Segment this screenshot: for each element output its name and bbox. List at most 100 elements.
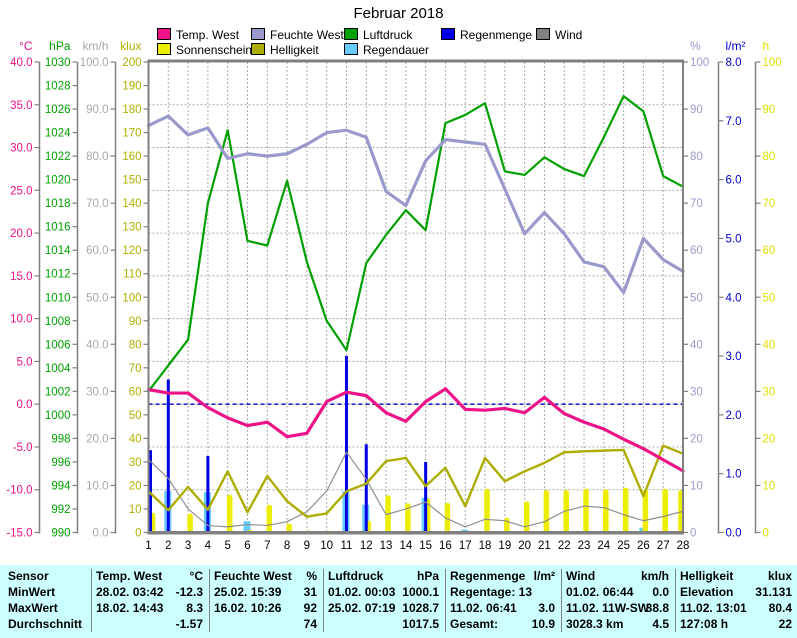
table-header-1-label: Temp. West	[96, 569, 163, 583]
axis-label-hPa: 1012	[45, 269, 71, 281]
axis-label-klux: 150	[122, 175, 141, 187]
bar-regenmenge-day-4	[206, 456, 210, 533]
x-label-day-27: 27	[657, 540, 670, 552]
axis-label-h: 10	[763, 480, 776, 492]
bar-regenmenge-day-15	[424, 461, 428, 533]
axis-label-kmh: 0.0	[93, 528, 109, 540]
table-cell-3-minwert: 01.02. 00:03 1000.1	[328, 585, 439, 600]
axis-label-hPa: 1006	[45, 339, 71, 351]
table-cell-1-maxwert-value: 8.3	[186, 601, 203, 615]
legend-temp-west-swatch-icon	[157, 28, 171, 40]
axis-label-hPa: 1020	[45, 175, 71, 187]
bar-sonnenschein-day-19	[504, 517, 510, 533]
axis-label-klux: 120	[122, 245, 141, 257]
table-header-6-label: Helligkeit	[680, 569, 734, 583]
bar-regenmenge-day-12	[364, 444, 368, 533]
legend-regendauer-swatch-icon	[344, 43, 358, 55]
table-col-feuchte-west: Feuchte West% 25.02. 15:39 31 16.02. 10:26 9…	[214, 565, 317, 638]
x-label-day-1: 1	[145, 540, 151, 552]
x-label-day-13: 13	[380, 540, 393, 552]
axis-label-lm2: 1.0	[726, 469, 742, 481]
legend-regenmenge: Regenmenge	[441, 28, 536, 42]
axis-label-kmh: 60.0	[86, 245, 108, 257]
legend-sonnenschein-swatch-icon	[157, 43, 171, 55]
axis-label-lm2: 4.0	[726, 292, 742, 304]
table-header-4-label: Regenmenge	[450, 569, 526, 583]
axis-label-hPa: 1022	[45, 151, 71, 163]
axis-label-kmh: 90.0	[86, 104, 108, 116]
table-row-label-sensor: Sensor	[8, 569, 49, 583]
table-cell-5-minwert-label: 01.02. 06:44	[566, 585, 634, 599]
legend-temp-west-label: Temp. West	[176, 28, 240, 42]
axis-label-hPa: 990	[51, 528, 70, 540]
table-cell-3-maxwert-value: 1028.7	[402, 601, 439, 615]
axis-label-pct: 90	[690, 104, 703, 116]
axis-label-pct: 100	[690, 57, 709, 69]
bar-sonnenschein-day-14	[405, 503, 411, 533]
axis-label-klux: 90	[129, 316, 142, 328]
axis-label-pct: 20	[690, 433, 703, 445]
table-cell-3-minwert-label: 01.02. 00:03	[328, 585, 396, 599]
axis-label-hPa: 998	[51, 433, 70, 445]
axis-label-degC: 0.0	[17, 399, 33, 411]
axis-label-degC: -15.0	[6, 528, 32, 540]
axis-label-degC: 40.0	[10, 57, 32, 69]
table-separator-2	[209, 569, 210, 632]
bar-sonnenschein-day-21	[543, 490, 550, 533]
axis-label-pct: 70	[690, 198, 703, 210]
legend-helligkeit: Helligkeit	[251, 43, 344, 57]
table-cell-3-maxwert-label: 25.02. 07:19	[328, 601, 396, 615]
table-cell-5-minwert: 01.02. 06:44 0.0	[566, 585, 669, 600]
axis-label-degC: 5.0	[17, 356, 33, 368]
table-cell-2-minwert-label: 25.02. 15:39	[214, 585, 282, 599]
axis-label-klux: 0	[135, 528, 141, 540]
axis-label-hPa: 1008	[45, 316, 71, 328]
x-label-day-11: 11	[340, 540, 352, 552]
table-header-6: Helligkeit klux	[680, 569, 792, 584]
x-label-day-21: 21	[538, 540, 551, 552]
axis-label-pct: 60	[690, 245, 703, 257]
table-cell-1-minwert-label: 28.02. 03:42	[96, 585, 164, 599]
bar-sonnenschein-day-8	[286, 523, 292, 533]
legend-helligkeit-label: Helligkeit	[270, 43, 319, 57]
x-label-day-12: 12	[360, 540, 373, 552]
legend-regenmenge-label: Regenmenge	[460, 28, 533, 42]
plot-frame-top	[147, 59, 684, 63]
table-separator-4	[445, 569, 446, 632]
table-separator-3	[323, 569, 324, 632]
axis-label-lm2: 0.0	[726, 528, 742, 540]
axis-label-degC: 30.0	[10, 143, 32, 155]
axis-label-kmh: 10.0	[86, 480, 108, 492]
axis-label-klux: 110	[123, 269, 141, 281]
axis-label-lm2: 7.0	[726, 116, 742, 128]
legend-regendauer: Regendauer	[344, 43, 441, 57]
x-label-day-5: 5	[224, 540, 230, 552]
axis-label-klux: 190	[122, 81, 141, 93]
axis-label-lm2: 2.0	[726, 410, 742, 422]
axis-label-kmh: 70.0	[86, 198, 108, 210]
axis-label-hPa: 1000	[45, 410, 71, 422]
table-cell-1-minwert: 28.02. 03:42 -12.3	[96, 585, 203, 600]
line-temp-west	[146, 387, 685, 473]
legend-wind-label: Wind	[555, 28, 583, 42]
table-cell-3-durchschnitt-value: 1017.5	[402, 617, 439, 631]
axis-label-klux: 40	[129, 433, 142, 445]
table-cell-2-durchschnitt-value: 74	[303, 617, 317, 631]
axis-label-degC: 10.0	[10, 314, 32, 326]
table-cell-4-maxwert-label: 11.02. 06:41	[450, 601, 517, 615]
table-cell-1-durchschnitt-value: -1.57	[175, 617, 203, 631]
table-cell-6-maxwert: 11.02. 13:01 80.4	[680, 601, 792, 616]
bar-sonnenschein-day-5	[226, 494, 233, 533]
x-label-day-2: 2	[165, 540, 171, 552]
table-cell-6-durchschnitt-label: 127:08 h	[680, 617, 729, 631]
axis-label-kmh: 40.0	[86, 339, 108, 351]
axis-label-pct: 40	[690, 339, 703, 351]
legend-wind: Wind	[536, 28, 596, 42]
x-label-day-17: 17	[459, 540, 472, 552]
table-cell-4-maxwert-value: 3.0	[538, 601, 555, 615]
x-label-day-24: 24	[597, 540, 610, 552]
axis-label-hPa: 1024	[45, 128, 71, 140]
axis-label-lm2: 5.0	[726, 233, 742, 245]
table-row-label-durchschnitt: Durchschnitt	[8, 617, 83, 631]
table-cell-5-durchschnitt-value: 4.5	[652, 617, 669, 631]
